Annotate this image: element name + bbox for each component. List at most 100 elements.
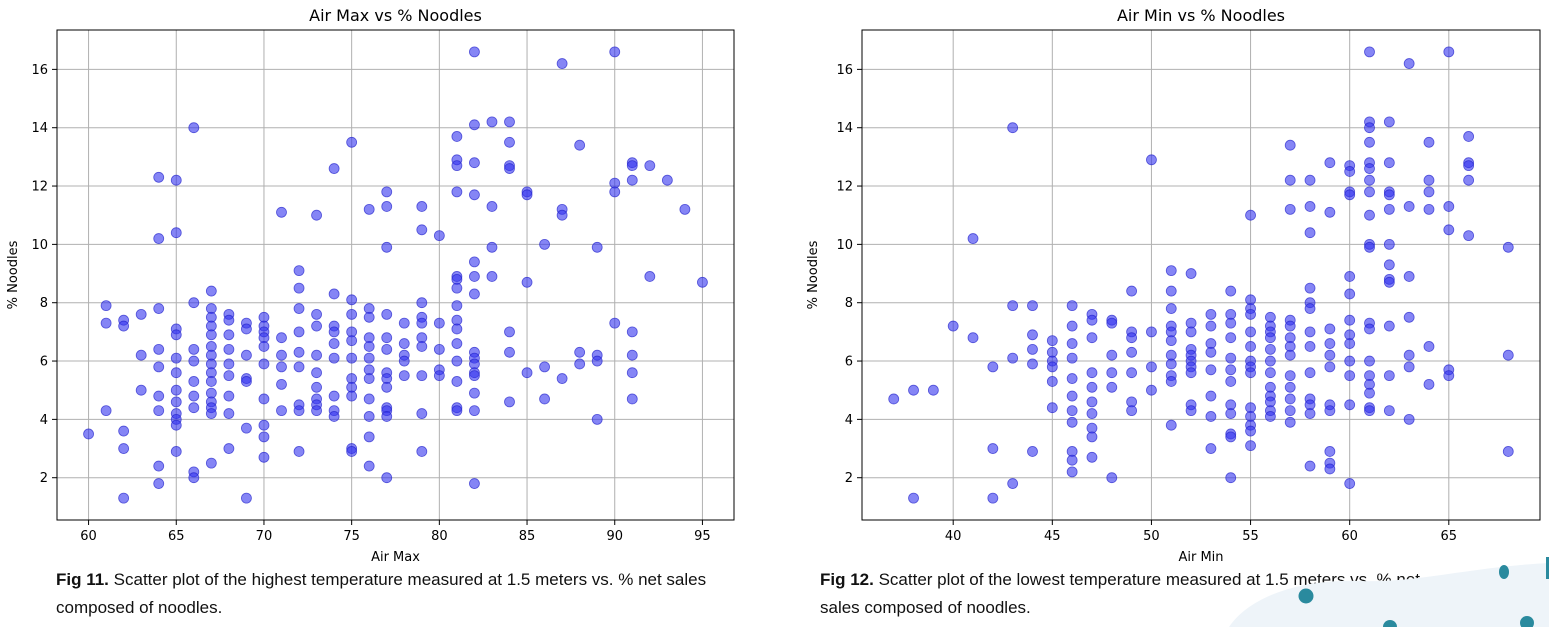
data-point — [1383, 189, 1395, 201]
data-point — [241, 323, 252, 335]
data-point — [451, 186, 463, 198]
data-point — [205, 376, 217, 387]
data-point — [258, 393, 270, 405]
data-point — [1403, 201, 1415, 212]
data-point — [433, 230, 445, 242]
data-point — [346, 335, 358, 347]
data-point — [967, 332, 979, 344]
data-point — [1324, 338, 1336, 349]
data-point — [346, 446, 358, 457]
data-point — [1027, 358, 1038, 370]
x-tick-label: 50 — [1143, 529, 1160, 544]
data-point — [381, 308, 393, 320]
data-point — [521, 189, 533, 201]
data-point — [1364, 209, 1375, 221]
data-point — [626, 393, 638, 405]
data-point — [1324, 446, 1336, 457]
data-point — [1284, 381, 1296, 393]
data-point — [311, 405, 322, 417]
x-tick-label: 70 — [256, 529, 273, 544]
data-point — [293, 405, 305, 417]
data-point — [626, 326, 638, 338]
y-tick-label: 14 — [836, 121, 853, 136]
data-point — [1344, 288, 1356, 300]
data-point — [1364, 122, 1375, 134]
data-point — [469, 119, 480, 131]
data-point — [1046, 376, 1058, 387]
data-point — [1126, 332, 1138, 344]
data-point — [153, 460, 165, 472]
air-min-scatter-chart: 40 45 50 55 60 65 2 4 6 8 10 12 14 16 Air Min vs % Noo… — [806, 6, 1541, 565]
data-point — [135, 349, 147, 361]
data-point — [311, 349, 322, 361]
data-point — [381, 381, 393, 393]
figure-12-caption-text: Scatter plot of the lowest temperature m… — [820, 570, 1421, 617]
data-point — [153, 303, 165, 314]
data-point — [486, 116, 498, 128]
data-point — [1165, 358, 1177, 370]
data-point — [293, 282, 305, 294]
data-point — [1066, 454, 1078, 466]
data-point — [1245, 326, 1256, 338]
data-point — [451, 323, 463, 335]
data-point — [1225, 431, 1237, 443]
data-point — [1007, 300, 1019, 312]
data-point — [1364, 163, 1375, 174]
data-point — [1463, 230, 1475, 242]
data-point — [311, 308, 322, 320]
data-point — [293, 265, 305, 277]
data-point — [1463, 160, 1475, 172]
data-point — [1165, 419, 1177, 431]
data-point — [118, 443, 130, 454]
data-point — [1502, 446, 1514, 457]
data-point — [205, 457, 217, 469]
data-point — [1383, 320, 1395, 332]
data-point — [1284, 370, 1296, 382]
data-point — [346, 308, 358, 320]
data-point — [416, 341, 428, 352]
data-point — [987, 443, 999, 454]
data-point — [679, 203, 691, 215]
data-point — [363, 311, 375, 323]
data-point — [1225, 352, 1237, 364]
data-point — [451, 131, 463, 142]
data-point — [328, 390, 340, 402]
data-point — [947, 320, 959, 332]
data-point — [1066, 390, 1078, 402]
data-point — [170, 446, 182, 457]
y-tick-label: 16 — [836, 63, 853, 78]
data-point — [1086, 367, 1098, 379]
data-point — [1284, 405, 1296, 417]
data-point — [609, 186, 621, 198]
data-point — [626, 349, 638, 361]
air-max-scatter-chart: 60 65 70 75 80 85 90 95 2 4 6 8 10 12 14 16 Air Max vs %… — [6, 6, 735, 565]
data-point — [223, 343, 235, 355]
data-point — [1364, 405, 1375, 417]
data-point — [1324, 323, 1336, 335]
data-point — [416, 317, 428, 329]
data-point — [451, 160, 463, 172]
data-point — [1364, 323, 1375, 335]
data-point — [241, 492, 252, 504]
data-point — [223, 358, 235, 370]
data-point — [451, 376, 463, 387]
data-point — [1423, 136, 1435, 148]
x-axis-label: Air Min — [1178, 550, 1223, 565]
data-point — [1344, 399, 1356, 411]
data-point — [1086, 431, 1098, 443]
data-point — [908, 492, 919, 504]
x-tick-label: 60 — [80, 529, 97, 544]
data-point — [153, 405, 165, 417]
data-point — [504, 396, 515, 408]
data-point — [521, 367, 533, 379]
data-point — [644, 160, 656, 172]
data-point — [170, 329, 182, 341]
data-point — [1502, 349, 1514, 361]
data-point — [1165, 376, 1177, 387]
data-point — [223, 370, 235, 382]
data-point — [1007, 478, 1019, 489]
x-tick-label: 55 — [1242, 529, 1259, 544]
data-point — [1324, 349, 1336, 361]
data-point — [1383, 259, 1395, 271]
data-point — [1423, 341, 1435, 352]
